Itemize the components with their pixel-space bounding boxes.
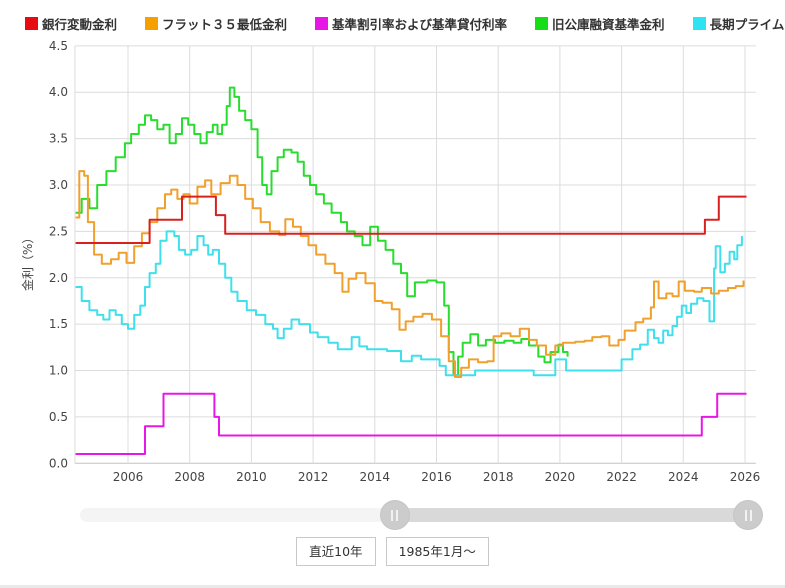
legend-label: 長期プライムレート bbox=[709, 17, 785, 32]
y-tick-label: 2.0 bbox=[49, 271, 68, 285]
y-tick-label: 0.5 bbox=[49, 410, 68, 424]
chart-axes: 0.0 0.5 1.0 1.5 2.0 2.5 3.0 3.5 4.0 4.5 2006 2008 20… bbox=[49, 39, 760, 484]
x-tick-label: 2018 bbox=[483, 470, 514, 484]
series-line-長期プライムレート bbox=[75, 230, 743, 377]
chart-gridlines bbox=[74, 45, 756, 464]
y-tick-label: 3.0 bbox=[49, 178, 68, 192]
x-tick-label: 2014 bbox=[360, 470, 391, 484]
rate-chart: 0.0 0.5 1.0 1.5 2.0 2.5 3.0 3.5 4.0 4.5 2006 2008 20… bbox=[20, 39, 760, 484]
y-tick-label: 4.0 bbox=[49, 85, 68, 99]
legend-item-flat35-min-rate: フラット３５最低金利 bbox=[145, 14, 287, 33]
x-tick-label: 2022 bbox=[606, 470, 637, 484]
slider-handle-left[interactable] bbox=[379, 500, 410, 530]
legend-label: 銀行変動金利 bbox=[42, 17, 118, 32]
legend-item-former-koko-base-rate: 旧公庫融資基準金利 bbox=[535, 14, 665, 33]
legend-label: フラット３５最低金利 bbox=[162, 17, 288, 32]
y-tick-label: 4.5 bbox=[49, 39, 68, 53]
recent-10-years-button[interactable]: 直近10年 bbox=[296, 537, 376, 566]
legend-swatch-green-icon bbox=[535, 17, 549, 30]
legend-item-bank-variable-rate: 銀行変動金利 bbox=[25, 14, 117, 33]
x-tick-label: 2012 bbox=[298, 470, 329, 484]
x-tick-label: 2006 bbox=[113, 470, 144, 484]
x-tick-label: 2020 bbox=[545, 470, 576, 484]
handle-grip-icon bbox=[744, 509, 747, 521]
x-tick-label: 2016 bbox=[421, 470, 452, 484]
chart-legend: 銀行変動金利 フラット３５最低金利 基準割引率および基準貸付利率 旧公庫融資基準… bbox=[25, 14, 785, 33]
series-line-銀行変動金利 bbox=[75, 195, 747, 244]
slider-selected-range[interactable] bbox=[394, 508, 748, 522]
handle-grip-icon bbox=[396, 509, 399, 521]
slider-handle-right[interactable] bbox=[733, 500, 763, 530]
range-preset-buttons: 直近10年 1985年1月～ bbox=[0, 537, 785, 566]
handle-grip-icon bbox=[391, 509, 394, 521]
rate-chart-svg: 0.0 0.5 1.0 1.5 2.0 2.5 3.0 3.5 4.0 4.5 2006 2008 20… bbox=[20, 39, 760, 484]
series-line-旧公庫融資基準金利 bbox=[75, 86, 569, 377]
legend-item-official-discount-rate: 基準割引率および基準貸付利率 bbox=[315, 14, 507, 33]
chart-series-lines bbox=[75, 86, 747, 455]
handle-grip-icon bbox=[749, 509, 752, 521]
legend-swatch-orange-icon bbox=[145, 17, 159, 30]
from-1985-button[interactable]: 1985年1月～ bbox=[385, 537, 489, 566]
y-tick-label: 1.5 bbox=[49, 317, 68, 331]
y-tick-label: 0.0 bbox=[49, 456, 68, 470]
y-tick-label: 2.5 bbox=[49, 224, 68, 238]
legend-swatch-red-icon bbox=[25, 17, 38, 30]
x-tick-label: 2026 bbox=[730, 470, 761, 484]
legend-swatch-cyan-icon bbox=[692, 17, 706, 30]
x-tick-label: 2024 bbox=[668, 470, 699, 484]
page-bottom-divider bbox=[0, 585, 785, 588]
x-tick-label: 2010 bbox=[236, 470, 267, 484]
legend-label: 旧公庫融資基準金利 bbox=[552, 17, 665, 32]
legend-label: 基準割引率および基準貸付利率 bbox=[332, 17, 508, 32]
legend-item-long-term-prime-rate: 長期プライムレート bbox=[692, 14, 785, 33]
legend-swatch-magenta-icon bbox=[315, 17, 329, 30]
y-tick-label: 3.5 bbox=[49, 132, 68, 146]
y-tick-label: 1.0 bbox=[49, 364, 68, 378]
series-line-フラット３５最低金利 bbox=[75, 170, 745, 378]
x-tick-label: 2008 bbox=[174, 470, 205, 484]
series-line-基準割引率および基準貸付利率 bbox=[75, 392, 747, 455]
y-axis-title: 金利（%） bbox=[20, 232, 35, 291]
